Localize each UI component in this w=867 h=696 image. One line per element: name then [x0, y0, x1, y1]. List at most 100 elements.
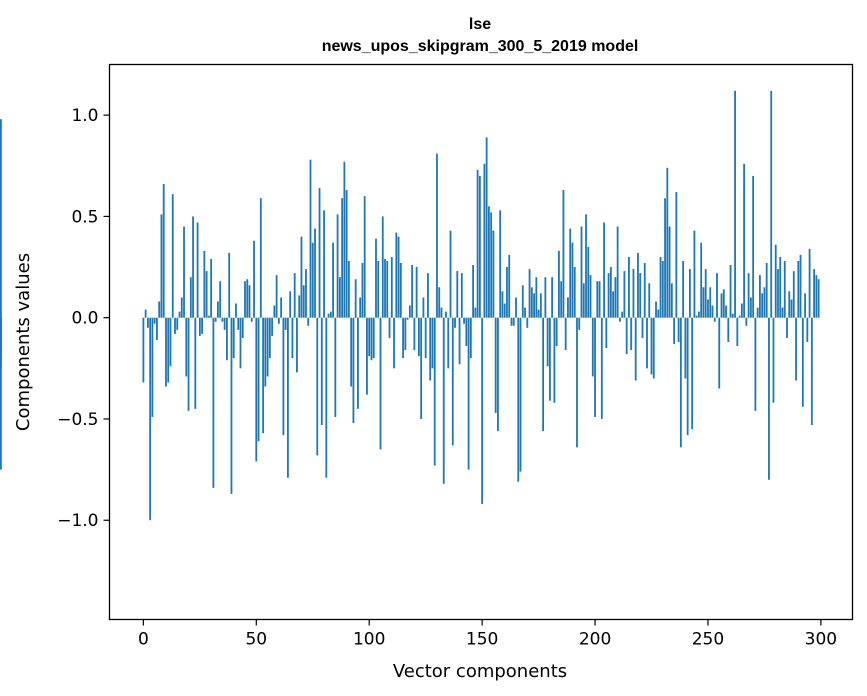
- bar: [736, 317, 739, 347]
- bar: [156, 317, 158, 340]
- bar: [664, 198, 666, 318]
- bar: [524, 307, 526, 318]
- bar: [691, 317, 694, 430]
- bar: [618, 317, 621, 322]
- bar: [650, 317, 653, 375]
- bar: [431, 317, 434, 369]
- bar: [578, 317, 581, 330]
- bar: [329, 311, 332, 318]
- bar: [813, 269, 816, 318]
- bar: [354, 279, 357, 318]
- x-axis-label: Vector components: [393, 661, 567, 682]
- bar: [481, 317, 484, 505]
- bar: [198, 317, 201, 336]
- bar: [153, 317, 156, 324]
- bar: [688, 269, 691, 318]
- bar: [661, 260, 664, 318]
- bar: [393, 317, 395, 369]
- bar: [309, 159, 312, 318]
- y-axis-label: Components values: [13, 253, 34, 431]
- bar: [533, 293, 535, 318]
- bar: [438, 287, 441, 318]
- bar: [239, 317, 242, 369]
- bar: [799, 254, 802, 318]
- bar: [720, 293, 723, 318]
- bar: [770, 90, 773, 318]
- bar: [731, 313, 734, 318]
- y-axis-ticks: −1.0 −0.5 0.0 0.5 1.0: [57, 106, 110, 531]
- bar: [637, 252, 639, 318]
- bar: [761, 293, 764, 318]
- bar: [447, 317, 450, 369]
- bar: [582, 283, 585, 318]
- bar: [630, 317, 633, 351]
- bar: [162, 184, 165, 318]
- bar: [454, 317, 456, 328]
- bar: [424, 317, 427, 359]
- bar: [497, 317, 499, 432]
- bar: [248, 285, 251, 318]
- bar: [515, 297, 517, 318]
- bar: [210, 258, 213, 318]
- bar: [704, 269, 707, 318]
- bar: [327, 313, 330, 318]
- bar: [282, 317, 285, 436]
- bar: [469, 317, 472, 359]
- bar: [241, 317, 244, 338]
- bar: [659, 256, 662, 318]
- chart-title: lse: [469, 16, 491, 33]
- bar: [815, 275, 818, 318]
- bar: [237, 317, 240, 330]
- bar: [451, 317, 454, 446]
- y-tick-label: −1.0: [57, 511, 98, 531]
- bar: [368, 317, 371, 357]
- bar: [158, 301, 161, 318]
- bar: [169, 317, 172, 367]
- bar: [564, 317, 567, 351]
- bar: [361, 263, 364, 318]
- bar: [250, 317, 253, 322]
- bar: [698, 311, 700, 318]
- bar: [777, 269, 779, 318]
- bar: [397, 236, 400, 318]
- bar: [341, 198, 344, 318]
- bar: [551, 277, 554, 318]
- bar: [336, 214, 339, 318]
- x-tick-label: 250: [692, 630, 724, 650]
- bar: [456, 271, 459, 318]
- bar: [320, 317, 323, 426]
- bar: [413, 317, 416, 351]
- bar: [781, 307, 784, 318]
- bar: [774, 244, 777, 318]
- bar: [548, 317, 551, 401]
- bar: [765, 263, 768, 318]
- bar: [185, 317, 188, 377]
- bar: [372, 317, 375, 359]
- bar: [427, 273, 429, 318]
- bar: [422, 297, 425, 318]
- bar: [747, 273, 750, 318]
- bar: [587, 246, 590, 318]
- bar: [359, 297, 362, 318]
- bar: [718, 317, 721, 389]
- bar: [684, 317, 687, 379]
- bar: [449, 230, 452, 318]
- bar: [180, 297, 183, 318]
- bar: [433, 317, 436, 466]
- y-tick-label: 0.0: [71, 309, 98, 329]
- bar: [628, 256, 630, 318]
- bar: [311, 242, 314, 318]
- bar: [668, 226, 671, 318]
- bar: [230, 317, 233, 494]
- bar: [142, 317, 145, 383]
- bar: [411, 265, 414, 318]
- bar: [388, 317, 391, 338]
- bar: [641, 317, 644, 338]
- bar: [756, 307, 759, 318]
- bar: [298, 295, 301, 318]
- bar: [598, 281, 601, 318]
- x-tick-label: 200: [579, 630, 611, 650]
- bar: [347, 260, 350, 318]
- bar: [0, 119, 2, 318]
